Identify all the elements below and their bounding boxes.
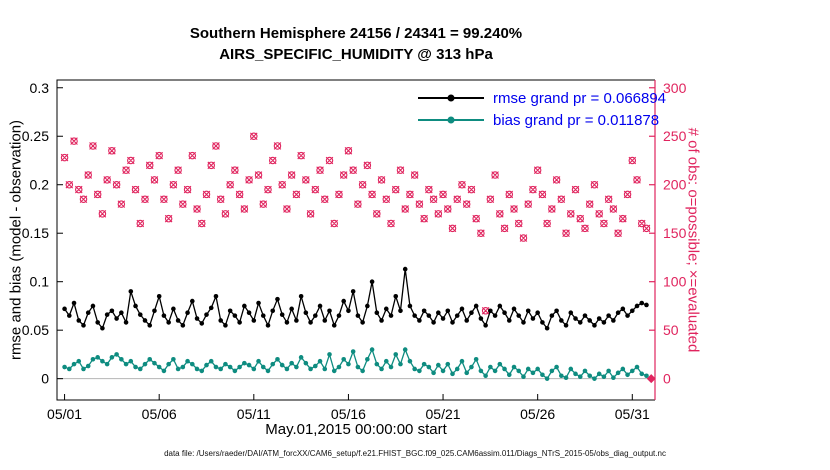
svg-text:0: 0 [41,371,49,387]
title-line2: AIRS_SPECIFIC_HUMIDITY @ 313 hPa [219,46,493,63]
svg-text:0.05: 0.05 [22,322,49,338]
svg-text:300: 300 [663,80,687,96]
svg-text:0.15: 0.15 [22,225,49,241]
right-axis-ticks: 0 50 100 150 200 250 300 [649,80,687,387]
legend-label-bias: bias grand pr = 0.011878 [493,111,660,129]
svg-text:250: 250 [663,128,687,144]
bias-series [62,347,649,381]
x-axis-ticks: 05/01 05/06 05/11 05/16 05/21 05/26 05/31 [47,394,650,422]
legend-item-bias: bias grand pr = 0.011878 [418,109,666,131]
data-file-path: data file: /Users/raeder/DAI/ATM_forcXX/… [164,449,666,458]
axis-box [56,79,655,401]
chart-title: Southern Hemisphere 24156 / 24341 = 99.2… [57,23,655,65]
legend-item-rmse: rmse grand pr = 0.066894 [418,87,666,109]
legend: rmse grand pr = 0.066894 bias grand pr =… [418,87,666,131]
legend-label-rmse: rmse grand pr = 0.066894 [493,89,667,107]
obs-evaluated-markers [60,132,651,315]
svg-text:100: 100 [663,274,687,290]
svg-text:150: 150 [663,225,687,241]
svg-text:05/31: 05/31 [615,406,650,422]
svg-text:50: 50 [663,322,679,338]
x-axis-label: May.01,2015 00:00:00 start [265,421,447,438]
left-axis-ticks: 0 0.05 0.1 0.15 0.2 0.25 0.3 [22,80,63,387]
final-obs-marker [646,374,656,384]
svg-text:0.2: 0.2 [30,177,50,193]
svg-text:05/01: 05/01 [47,406,82,422]
obs-possible-markers [60,132,651,315]
rmse-series [62,266,649,331]
svg-text:05/11: 05/11 [237,406,271,422]
svg-text:05/26: 05/26 [520,406,555,422]
svg-text:0.25: 0.25 [22,128,49,144]
svg-text:05/06: 05/06 [142,406,177,422]
svg-text:200: 200 [663,177,687,193]
svg-text:0: 0 [663,371,671,387]
left-axis-label: rmse and bias (model - observation) [7,119,25,361]
svg-text:05/21: 05/21 [426,406,461,422]
bias-line-sample-icon [418,114,484,126]
right-axis-label: # of obs: o=possible; ×=evaluated [684,127,702,353]
svg-text:0.3: 0.3 [30,80,50,96]
rmse-line-sample-icon [418,92,484,104]
svg-text:05/16: 05/16 [331,406,366,422]
svg-text:0.1: 0.1 [30,274,50,290]
title-line1: Southern Hemisphere 24156 / 24341 = 99.2… [189,25,523,42]
